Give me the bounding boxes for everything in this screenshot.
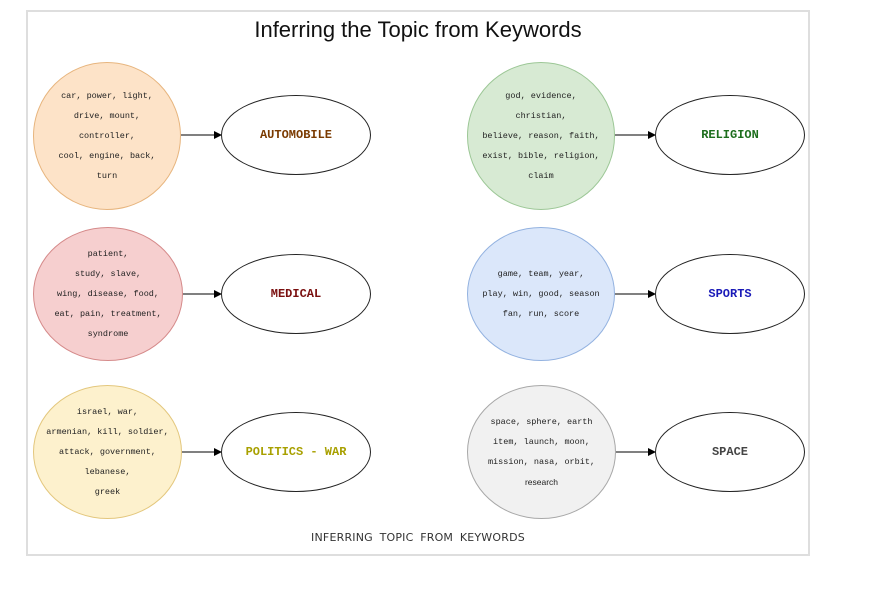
keywords-sports: game, team, year, play, win, good, season… xyxy=(467,227,615,361)
topic-label: RELIGION xyxy=(701,128,759,142)
keyword-list: game, team, year, play, win, good, season… xyxy=(476,264,605,324)
keyword-line: turn xyxy=(96,171,118,181)
keywords-space: space, sphere, earth item, launch, moon, m… xyxy=(467,385,616,519)
keyword-line: eat, pain, treatment, xyxy=(54,309,162,319)
keyword-line: research xyxy=(524,477,559,487)
keywords-medical: patient, study, slave, wing, disease, food… xyxy=(33,227,183,361)
keyword-line: study, slave, xyxy=(74,269,142,279)
keyword-line: syndrome xyxy=(87,329,129,339)
topic-label: MEDICAL xyxy=(270,287,322,301)
diagram-title: Inferring the Topic from Keywords xyxy=(254,17,582,42)
topic-label: POLITICS - WAR xyxy=(245,445,347,459)
topic-space: SPACE xyxy=(655,412,805,492)
keyword-line: exist, bible, religion, xyxy=(482,151,600,161)
keyword-line: play, win, good, season xyxy=(482,289,600,299)
keyword-line: patient, xyxy=(87,249,129,259)
topic-label: AUTOMOBILE xyxy=(259,128,332,142)
keyword-list: god, evidence, christian, believe, reason,… xyxy=(476,86,605,186)
keyword-line: mission, nasa, orbit, xyxy=(487,457,596,467)
topic-politics-war: POLITICS - WAR xyxy=(221,412,371,492)
keyword-list: car, power, light, drive, mount, controlle… xyxy=(53,86,162,186)
topic-medical: MEDICAL xyxy=(221,254,371,334)
keyword-list: patient, study, slave, wing, disease, food… xyxy=(48,244,167,344)
topic-label: SPORTS xyxy=(708,287,752,301)
keywords-automobile: car, power, light, drive, mount, controlle… xyxy=(33,62,181,210)
topic-automobile: AUTOMOBILE xyxy=(221,95,371,175)
keyword-line: lebanese, xyxy=(84,467,131,477)
keyword-line: armenian, kill, soldier, xyxy=(46,427,169,437)
keyword-line: greek xyxy=(94,487,121,497)
keyword-line: car, power, light, xyxy=(61,91,153,101)
keyword-line: item, launch, moon, xyxy=(493,437,590,447)
diagram-caption: INFERRING TOPIC FROM KEYWORDS xyxy=(311,531,525,544)
keyword-line: cool, engine, back, xyxy=(58,151,156,161)
keyword-line: fan, run, score xyxy=(502,309,580,319)
keyword-line: space, sphere, earth xyxy=(490,417,593,427)
keyword-list: israel, war, armenian, kill, soldier, atta… xyxy=(40,402,174,502)
topic-religion: RELIGION xyxy=(655,95,805,175)
topic-label: SPACE xyxy=(711,445,748,459)
keywords-religion: god, evidence, christian, believe, reason,… xyxy=(467,62,615,210)
keyword-line: believe, reason, faith, xyxy=(482,131,600,141)
keyword-line: game, team, year, xyxy=(497,269,585,279)
keywords-politics-war: israel, war, armenian, kill, soldier, atta… xyxy=(33,385,182,519)
keyword-line: israel, war, xyxy=(76,407,139,417)
keyword-line: drive, mount, xyxy=(73,111,141,121)
keyword-line: wing, disease, food, xyxy=(56,289,160,299)
keyword-line: christian, xyxy=(515,111,567,121)
keyword-list: space, sphere, earth item, launch, moon, m… xyxy=(482,412,601,492)
topic-sports: SPORTS xyxy=(655,254,805,334)
keyword-line: controller, xyxy=(78,131,136,141)
keyword-line: attack, government, xyxy=(59,447,156,457)
keyword-line: claim xyxy=(528,171,554,181)
keyword-line: god, evidence, xyxy=(505,91,577,101)
